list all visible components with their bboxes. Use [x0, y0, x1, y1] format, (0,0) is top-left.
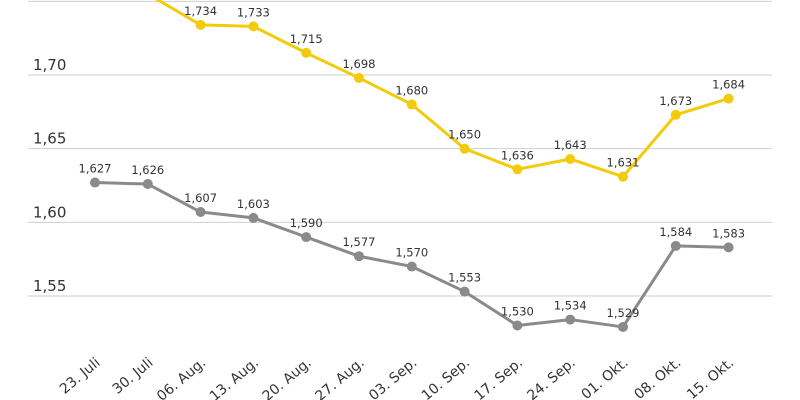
data-label-gray: 1,584 — [659, 225, 692, 239]
data-label-gray: 1,534 — [554, 299, 587, 313]
data-point-gray — [512, 320, 523, 331]
x-tick-label: 30. Juli — [110, 355, 157, 398]
data-point-gray — [90, 177, 100, 188]
y-axis-ticks: 1,55 1,60 1,65 1,70 — [33, 56, 66, 295]
data-point-gray — [195, 207, 206, 218]
x-tick-label: 03. Sep. — [366, 355, 420, 400]
y-tick-label: 1,70 — [33, 56, 66, 74]
data-point-yellow — [248, 21, 259, 32]
data-point-yellow — [512, 164, 523, 175]
data-label-gray: 1,626 — [131, 163, 164, 177]
data-point-gray — [406, 261, 417, 272]
y-tick-label: 1,65 — [33, 130, 66, 148]
data-label-yellow: 1,680 — [395, 83, 428, 97]
data-point-gray — [301, 232, 312, 243]
data-label-yellow: 1,643 — [554, 138, 587, 152]
data-point-yellow — [723, 93, 734, 104]
data-point-gray — [459, 286, 470, 297]
data-point-gray — [142, 179, 153, 190]
data-point-yellow — [459, 143, 470, 154]
data-point-gray — [248, 212, 259, 223]
data-labels: 1,734 1,733 1,715 1,698 1,680 1,650 1,636 1,643… — [79, 4, 746, 320]
data-point-yellow — [618, 171, 628, 182]
data-label-yellow: 1,733 — [237, 5, 270, 19]
data-series — [90, 0, 734, 332]
x-tick-label: 17. Sep. — [472, 355, 526, 400]
data-point-gray — [670, 240, 681, 251]
data-point-yellow — [195, 19, 206, 30]
data-label-yellow: 1,650 — [448, 128, 481, 142]
data-label-yellow: 1,631 — [607, 156, 640, 170]
x-tick-label: 20. Aug. — [260, 355, 315, 400]
data-label-yellow: 1,734 — [184, 4, 217, 18]
data-point-gray — [723, 242, 734, 253]
x-tick-label: 10. Sep. — [419, 355, 473, 400]
data-point-gray — [354, 251, 364, 262]
data-label-gray: 1,603 — [237, 197, 270, 211]
data-label-gray: 1,590 — [290, 216, 323, 230]
data-label-yellow: 1,673 — [659, 94, 692, 108]
data-label-gray: 1,570 — [395, 246, 428, 260]
data-label-gray: 1,530 — [501, 304, 534, 318]
data-label-yellow: 1,698 — [343, 57, 376, 71]
x-tick-label: 06. Aug. — [154, 355, 209, 400]
data-label-gray: 1,529 — [607, 306, 640, 320]
data-label-gray: 1,583 — [712, 226, 745, 240]
data-point-yellow — [354, 72, 364, 83]
data-label-yellow: 1,715 — [290, 32, 323, 46]
data-label-gray: 1,553 — [448, 271, 481, 285]
data-label-yellow: 1,636 — [501, 148, 534, 162]
data-point-yellow — [670, 109, 681, 120]
x-tick-label: 08. Okt. — [631, 355, 684, 400]
data-point-gray — [565, 314, 576, 325]
data-point-yellow — [565, 153, 576, 164]
y-tick-label: 1,55 — [33, 277, 66, 295]
x-tick-label: 23. Juli — [57, 355, 104, 398]
data-point-gray — [618, 321, 628, 332]
data-label-yellow: 1,684 — [712, 78, 745, 92]
data-label-gray: 1,607 — [184, 191, 217, 205]
x-tick-label: 24. Sep. — [524, 355, 578, 400]
x-tick-label: 27. Aug. — [312, 355, 367, 400]
data-label-gray: 1,577 — [343, 235, 376, 249]
x-tick-label: 13. Aug. — [207, 355, 262, 400]
x-tick-label: 15. Okt. — [684, 355, 737, 400]
x-tick-label: 01. Okt. — [579, 355, 632, 400]
data-point-yellow — [301, 47, 312, 58]
data-point-yellow — [406, 99, 417, 110]
data-label-gray: 1,627 — [79, 162, 112, 176]
y-tick-label: 1,60 — [33, 203, 66, 221]
